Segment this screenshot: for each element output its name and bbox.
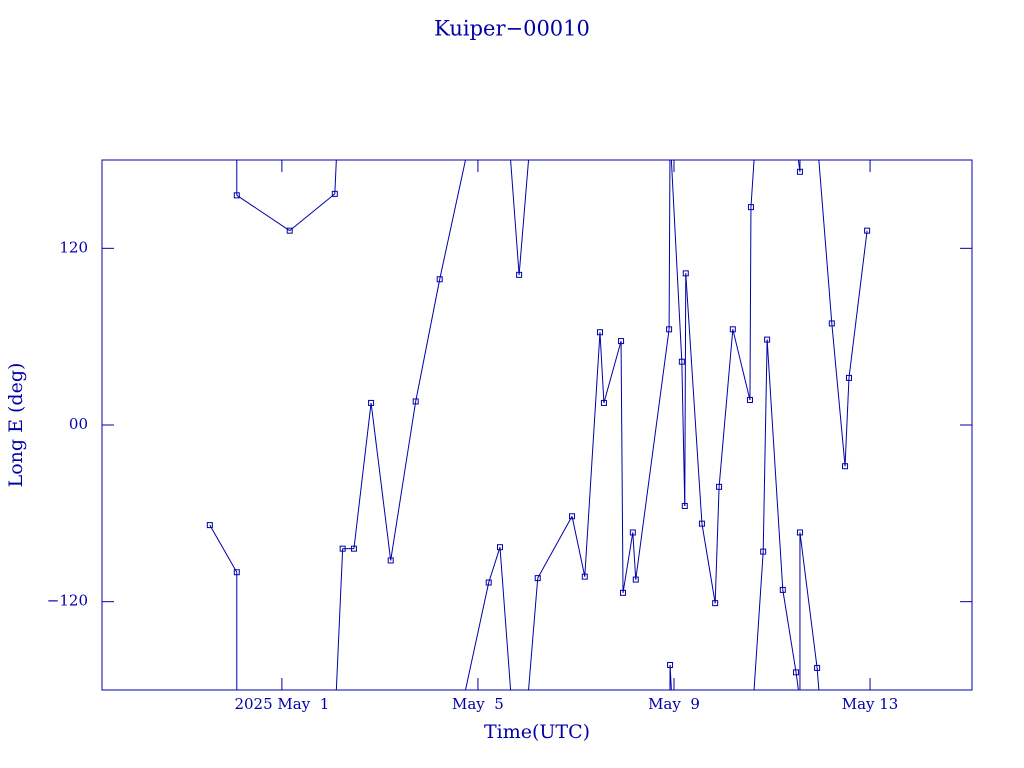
line-segment <box>750 159 764 691</box>
point-marker <box>600 399 607 406</box>
point-marker <box>764 336 771 343</box>
line-segment <box>782 589 797 673</box>
y-axis-label: Long E (deg) <box>5 363 27 488</box>
line-segment <box>669 159 683 691</box>
point-marker <box>842 463 849 470</box>
line-segment <box>732 329 751 401</box>
line-segment <box>701 523 716 604</box>
point-marker <box>682 270 689 277</box>
point-marker <box>632 576 639 583</box>
line-segment <box>415 279 441 402</box>
x-tick-label: 2025 May 1 <box>234 695 329 713</box>
point-marker <box>796 529 803 536</box>
line-segment <box>762 339 768 552</box>
point-marker <box>760 548 767 555</box>
line-segment <box>584 332 601 577</box>
y-tick-label: 00 <box>69 415 88 433</box>
point-marker <box>368 399 375 406</box>
point-marker <box>864 227 871 234</box>
line-segment <box>499 159 520 691</box>
line-segment <box>209 524 238 573</box>
line-segment <box>684 273 687 506</box>
line-segment <box>620 341 624 593</box>
point-marker <box>845 374 852 381</box>
y-tick-label: 120 <box>59 238 88 256</box>
line-segment <box>714 486 720 604</box>
line-segment <box>289 193 336 232</box>
point-marker <box>828 320 835 327</box>
point-marker <box>667 661 674 668</box>
x-tick-label: May 9 <box>648 695 700 713</box>
line-segment <box>599 332 605 403</box>
y-tick-label: −120 <box>47 592 88 610</box>
point-marker <box>436 276 443 283</box>
line-segment <box>632 532 637 580</box>
line-segment <box>537 516 573 579</box>
point-marker <box>339 545 346 552</box>
chart-title: Kuiper−00010 <box>434 17 590 41</box>
line-segment <box>766 339 784 590</box>
x-tick-label: May 13 <box>842 695 899 713</box>
line-segment <box>390 401 417 561</box>
point-marker <box>698 520 705 527</box>
line-segment <box>816 159 833 691</box>
line-segment <box>334 159 344 691</box>
x-axis-label: Time(UTC) <box>484 721 590 743</box>
point-marker <box>746 396 753 403</box>
line-segment <box>353 402 372 549</box>
point-marker <box>629 529 636 536</box>
point-marker <box>331 190 338 197</box>
point-marker <box>233 569 240 576</box>
point-marker <box>569 513 576 520</box>
x-tick-label: May 5 <box>452 695 504 713</box>
point-marker <box>412 398 419 405</box>
point-marker <box>729 326 736 333</box>
point-marker <box>233 192 240 199</box>
line-segment <box>681 361 686 506</box>
line-segment <box>799 532 818 668</box>
line-segment <box>685 273 703 524</box>
point-marker <box>747 204 754 211</box>
point-marker <box>666 326 673 333</box>
point-marker <box>596 329 603 336</box>
point-marker <box>681 502 688 509</box>
line-segment <box>622 532 634 593</box>
point-marker <box>618 338 625 345</box>
point-marker <box>796 168 803 175</box>
line-segment <box>518 159 539 691</box>
point-marker <box>206 522 213 529</box>
point-marker <box>286 227 293 234</box>
point-marker <box>620 589 627 596</box>
line-segment <box>844 377 850 467</box>
point-marker <box>496 544 503 551</box>
line-segment <box>848 230 868 378</box>
point-marker <box>516 271 523 278</box>
point-marker <box>716 483 723 490</box>
point-marker <box>793 669 800 676</box>
line-segment <box>749 207 752 400</box>
point-marker <box>779 586 786 593</box>
line-segment <box>571 516 586 577</box>
line-segment <box>439 159 490 691</box>
line-segment <box>488 547 501 583</box>
point-marker <box>350 545 357 552</box>
line-segment <box>831 323 846 467</box>
point-marker <box>712 600 719 607</box>
point-marker <box>581 573 588 580</box>
point-marker <box>678 358 685 365</box>
line-segment <box>635 329 670 580</box>
line-segment <box>603 340 622 404</box>
point-marker <box>485 579 492 586</box>
line-segment <box>370 402 392 561</box>
point-marker <box>387 557 394 564</box>
point-marker <box>534 575 541 582</box>
line-segment <box>718 329 734 487</box>
point-marker <box>814 664 821 671</box>
line-segment <box>236 194 291 232</box>
